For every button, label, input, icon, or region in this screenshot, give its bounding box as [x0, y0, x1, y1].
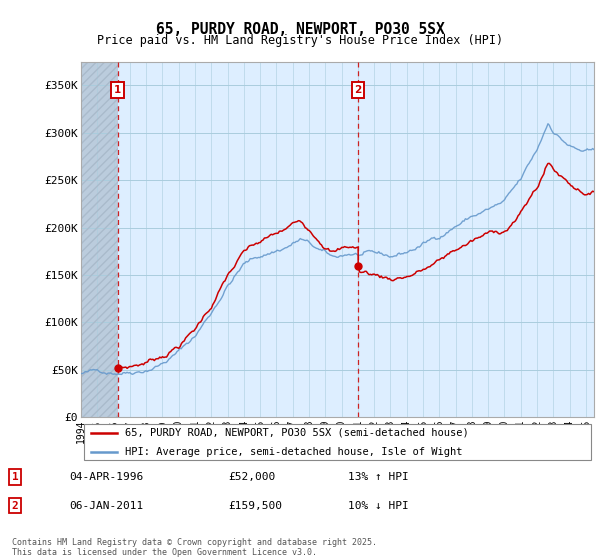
Bar	[81, 62, 118, 417]
Text: 1: 1	[11, 472, 19, 482]
Text: 1: 1	[114, 85, 121, 95]
Text: 06-JAN-2011: 06-JAN-2011	[69, 501, 143, 511]
Text: 65, PURDY ROAD, NEWPORT, PO30 5SX (semi-detached house): 65, PURDY ROAD, NEWPORT, PO30 5SX (semi-…	[125, 428, 469, 437]
Text: 10% ↓ HPI: 10% ↓ HPI	[348, 501, 409, 511]
Text: 2: 2	[11, 501, 19, 511]
Text: Price paid vs. HM Land Registry's House Price Index (HPI): Price paid vs. HM Land Registry's House …	[97, 34, 503, 46]
Text: 04-APR-1996: 04-APR-1996	[69, 472, 143, 482]
Text: £159,500: £159,500	[228, 501, 282, 511]
Text: 65, PURDY ROAD, NEWPORT, PO30 5SX: 65, PURDY ROAD, NEWPORT, PO30 5SX	[155, 22, 445, 38]
Text: 13% ↑ HPI: 13% ↑ HPI	[348, 472, 409, 482]
FancyBboxPatch shape	[83, 424, 592, 460]
Text: Contains HM Land Registry data © Crown copyright and database right 2025.
This d: Contains HM Land Registry data © Crown c…	[12, 538, 377, 557]
Text: HPI: Average price, semi-detached house, Isle of Wight: HPI: Average price, semi-detached house,…	[125, 447, 462, 457]
Text: £52,000: £52,000	[228, 472, 275, 482]
Text: 2: 2	[355, 85, 362, 95]
